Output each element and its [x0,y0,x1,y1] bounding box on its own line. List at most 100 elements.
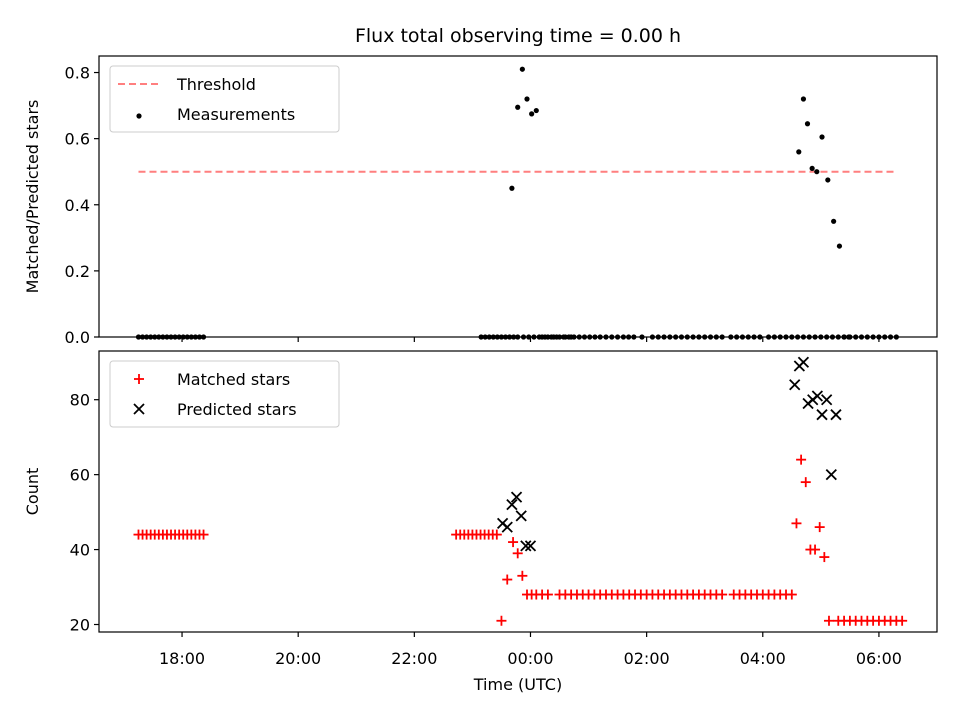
x-b [821,394,833,406]
legend-marker-matched [134,374,144,384]
matched-star-point [810,544,821,555]
matched-star-point [897,615,908,626]
matched-star-point [512,548,523,559]
measurement-point [831,218,837,224]
measurement-point [829,334,836,340]
measurement-point [502,334,509,340]
measurement-point [678,334,685,340]
measurement-point [519,66,525,72]
measurement-point [168,334,174,340]
x-b [789,379,801,391]
measurement-point [707,334,714,340]
predicted-star-point [520,540,532,552]
matched-star-point [502,574,513,585]
legend-marker-predicted [133,403,145,415]
predicted-star-point [515,510,527,522]
series-measurements [135,66,899,340]
measurement-point [176,334,182,340]
measurement-point [192,334,199,340]
x-b [816,409,828,421]
measurement-point [800,334,807,340]
measurement-point [836,243,843,249]
measurement-point [809,165,815,171]
x-b [501,521,513,533]
measurement-point [152,334,158,340]
x-b [515,510,527,522]
matched-star-point [819,552,830,563]
y-tick-label-top: 0.6 [65,130,90,149]
measurement-point [696,334,702,340]
measurement-point [478,334,484,340]
measurement-point [196,334,203,340]
measurement-point [620,334,627,340]
matched-star-point [491,529,502,540]
measurement-point [639,334,645,340]
legend-bottom: Matched stars Predicted stars [109,360,340,428]
predicted-star-point [825,469,837,481]
y-tick-label-bottom: 80 [70,391,90,410]
legend-top: Threshold Measurements [109,65,340,133]
measurement-point [819,134,825,140]
panel-bottom: 20 40 60 80 Count Matched stars Predicted star… [23,350,938,637]
matched-star-point [800,477,811,488]
predicted-star-point [510,491,523,503]
measurement-point [551,334,557,340]
measurement-point [870,334,876,340]
measurement-point [804,121,811,127]
measurement-point [789,334,795,340]
measurement-point [188,334,194,340]
measurement-point [506,334,513,340]
legend-marker-measurements [136,113,142,119]
measurement-point [144,334,150,340]
measurement-point [631,334,637,340]
measurement-point [739,334,746,340]
measurement-point [529,111,535,117]
measurement-point [172,334,178,340]
x-b [830,409,842,421]
series-predicted-stars [496,356,842,552]
measurement-point [835,334,841,340]
plot-frame-bottom [98,350,938,633]
x-axis: 18:00 20:00 22:00 00:00 02:00 04:00 06:00 [159,649,902,668]
measurement-point [684,334,690,340]
measurement-point [164,334,170,340]
measurement-point [824,334,830,340]
y-tick-label-bottom: 60 [70,466,90,485]
matched-star-point [786,589,797,600]
measurement-point [796,149,802,155]
x-tick-label: 02:00 [624,649,670,668]
measurement-point [581,334,588,340]
x-b [510,491,523,503]
predicted-star-point [501,521,513,533]
x-tick-label: 06:00 [856,649,902,668]
measurement-point [156,334,162,340]
matched-star-point [496,615,507,626]
measurement-point [893,334,899,340]
measurement-point [818,334,824,340]
x-b [825,469,837,481]
measurement-point [200,334,207,340]
measurement-point [490,334,496,340]
measurement-point [783,334,789,340]
predicted-star-point [506,498,518,511]
measurement-point [667,334,673,340]
y-tick-label-bottom: 20 [70,616,90,635]
y-tick-label-bottom: 40 [70,541,90,560]
chart-title: Flux total observing time = 0.00 h [355,25,681,47]
measurement-point [486,334,492,340]
predicted-star-point [816,409,828,421]
measurement-point [812,334,818,340]
matched-star-point [791,518,802,529]
measurement-point [841,334,847,340]
measurement-point [734,334,740,340]
x-tick-label: 00:00 [507,649,553,668]
measurement-point [160,334,166,340]
measurement-point [562,334,568,340]
measurement-point [649,334,656,340]
measurement-point [765,334,772,340]
matched-star-point [508,537,519,548]
legend-label: Predicted stars [177,400,297,419]
predicted-star-point [797,356,810,368]
measurement-point [568,334,574,340]
